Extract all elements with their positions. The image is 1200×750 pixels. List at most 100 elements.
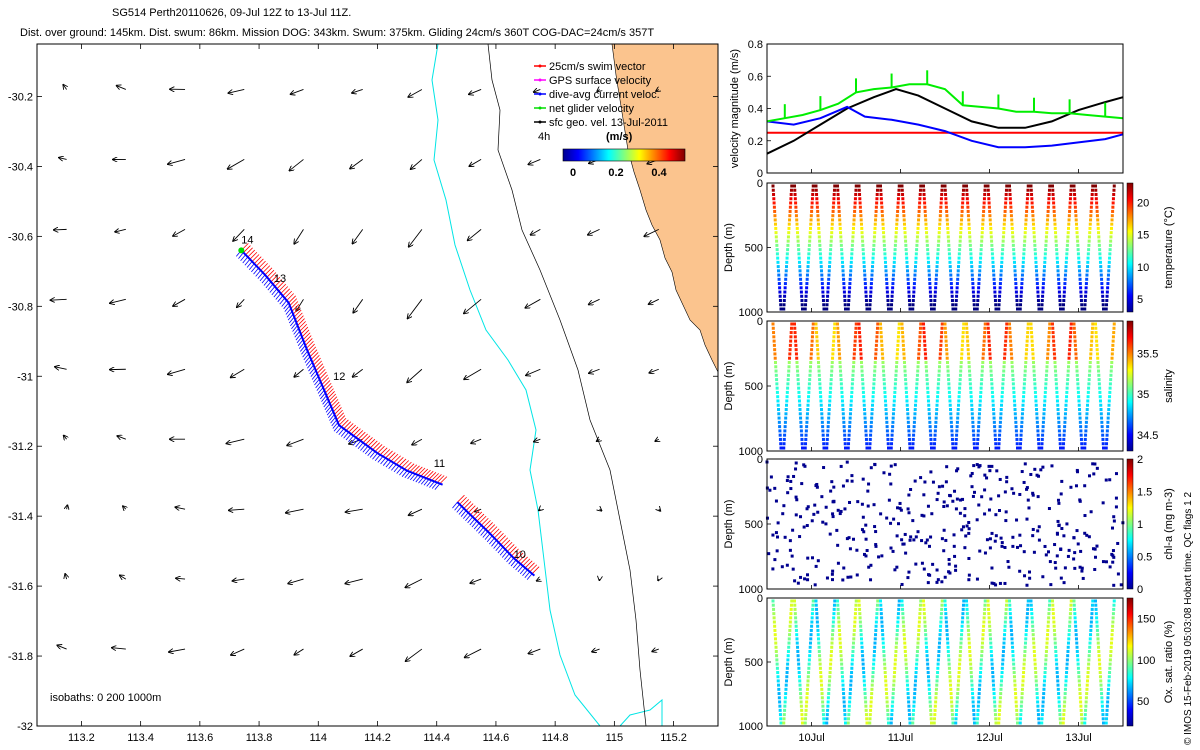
profile-point: [1010, 637, 1014, 641]
profile-point: [1098, 248, 1102, 252]
profile-point: [905, 675, 909, 679]
profile-point: [1015, 713, 1019, 717]
chl-point: [926, 504, 930, 508]
profile-point: [897, 192, 901, 196]
profile-point: [1048, 184, 1052, 188]
profile-point: [907, 290, 911, 294]
profile-point: [1023, 369, 1027, 373]
profile-point: [1041, 700, 1045, 704]
profile-point: [1052, 201, 1056, 205]
profile-point: [837, 209, 841, 213]
profile-point: [874, 633, 878, 637]
profile-point: [1040, 307, 1044, 311]
profile-point: [928, 290, 932, 294]
panel-ytick-label: 500: [745, 243, 763, 255]
colorbar-title: (m/s): [606, 131, 633, 143]
swim-vector: [468, 505, 476, 513]
profile-point: [832, 331, 836, 335]
profile-point: [955, 433, 959, 437]
current-vector: [251, 265, 257, 273]
profile-point: [801, 446, 804, 450]
profile-point: [1088, 641, 1092, 645]
profile-point: [955, 425, 959, 429]
chl-point: [1111, 560, 1115, 564]
profile-point: [772, 343, 776, 347]
profile-point: [988, 222, 992, 226]
profile-point: [794, 352, 798, 356]
profile-point: [778, 290, 782, 294]
profile-point: [1065, 658, 1069, 662]
profile-point: [979, 243, 983, 247]
profile-point: [1048, 322, 1052, 326]
profile-point: [968, 243, 972, 247]
profile-point: [968, 369, 972, 373]
chl-point: [975, 577, 979, 581]
profile-point: [1067, 352, 1071, 356]
profile-point: [890, 290, 894, 294]
profile-point: [971, 420, 975, 424]
profile-point: [1052, 348, 1056, 352]
profile-point: [879, 322, 882, 326]
profile-point: [918, 192, 922, 196]
profile-point: [838, 365, 842, 369]
profile-point: [788, 356, 792, 360]
chl-point: [994, 513, 998, 517]
profile-point: [885, 429, 889, 433]
profile-point: [935, 679, 939, 683]
profile-point: [978, 675, 982, 679]
chl-point: [926, 581, 930, 585]
profile-point: [961, 188, 965, 192]
profile-point: [1041, 704, 1045, 708]
profile-point: [1106, 412, 1110, 416]
panel-ytick-label: 0: [757, 593, 763, 605]
profile-point: [890, 437, 894, 441]
profile-point: [1095, 343, 1099, 347]
panel-ylabel: Depth (m): [723, 362, 735, 411]
profile-point: [1090, 335, 1094, 339]
profile-point: [992, 420, 996, 424]
profile-point: [1046, 209, 1050, 213]
profile-point: [851, 239, 855, 243]
profile-point: [875, 188, 879, 192]
profile-point: [911, 442, 915, 446]
profile-point: [789, 201, 793, 205]
swim-vector: [270, 274, 279, 283]
chl-point: [942, 528, 946, 532]
chl-point: [983, 473, 987, 477]
profile-point: [1073, 335, 1077, 339]
swim-vector: [515, 552, 524, 561]
profile-point: [828, 675, 832, 679]
profile-point: [1063, 416, 1067, 420]
profile-point: [958, 649, 962, 653]
profile-point: [922, 599, 925, 603]
profile-point: [829, 654, 833, 658]
profile-point: [847, 717, 851, 721]
chl-point: [1057, 524, 1061, 528]
chl-point: [994, 534, 998, 538]
profile-point: [1058, 708, 1062, 712]
chl-point: [850, 474, 854, 478]
current-vector: [524, 571, 531, 578]
profile-point: [1086, 260, 1090, 264]
profile-point: [970, 403, 974, 407]
profile-point: [1051, 192, 1055, 196]
profile-point: [829, 382, 833, 386]
profile-point: [892, 683, 896, 687]
profile-point: [826, 294, 830, 298]
profile-point: [789, 192, 793, 196]
profile-point: [1080, 303, 1084, 307]
profile-point: [895, 637, 899, 641]
geo-arrow: [531, 228, 541, 234]
profile-point: [958, 248, 962, 252]
profile-point: [842, 696, 846, 700]
profile-point: [907, 713, 911, 717]
profile-point: [1025, 197, 1029, 201]
profile-point: [943, 599, 947, 603]
chl-point: [1019, 544, 1023, 548]
profile-point: [1086, 256, 1090, 260]
profile-point: [893, 252, 897, 256]
day-label: 11: [434, 458, 445, 470]
profile-point: [793, 599, 796, 603]
profile-point: [1008, 331, 1012, 335]
profile-point: [1040, 446, 1044, 450]
